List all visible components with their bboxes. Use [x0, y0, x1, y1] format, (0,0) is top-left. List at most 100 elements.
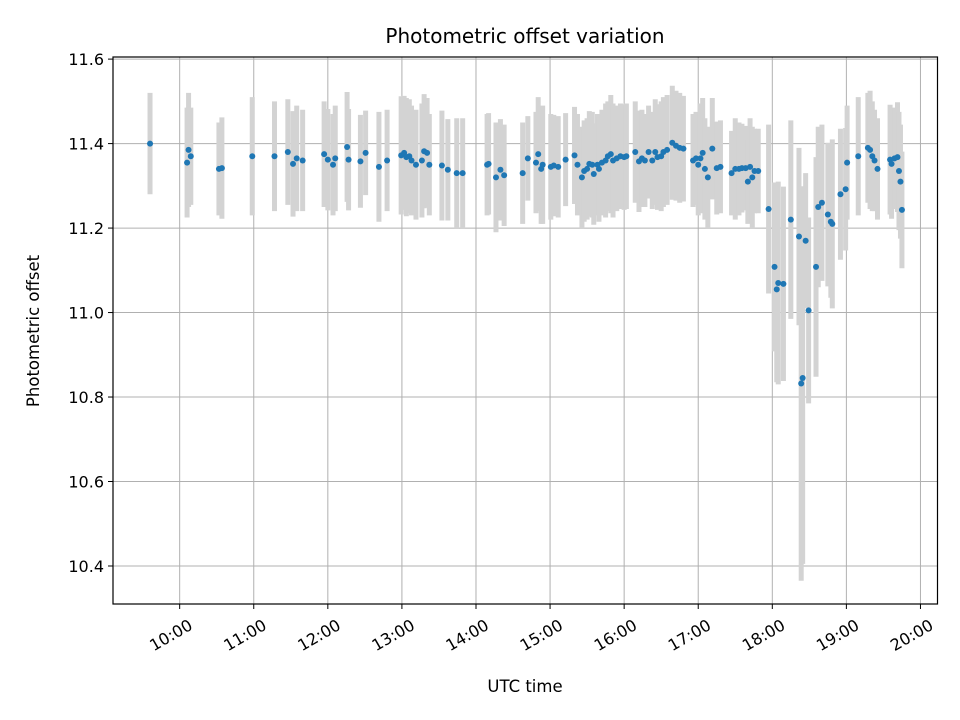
x-tick-label: 10:00: [146, 615, 195, 655]
y-tick-label: 11.4: [68, 135, 104, 154]
x-tick-label: 14:00: [443, 615, 492, 655]
data-point: [799, 375, 806, 382]
data-point: [492, 174, 499, 181]
data-point: [798, 380, 805, 387]
data-point: [497, 166, 504, 173]
data-point: [709, 145, 716, 152]
data-point: [539, 161, 546, 168]
data-point: [249, 153, 256, 160]
data-point: [824, 211, 831, 218]
data-point: [519, 170, 526, 177]
data-point: [773, 286, 780, 293]
data-point: [424, 149, 431, 156]
y-tick-label: 10.6: [68, 473, 104, 492]
data-point: [842, 186, 849, 193]
chart-title: Photometric offset variation: [385, 24, 664, 48]
data-point: [555, 163, 562, 170]
data-point: [895, 168, 902, 175]
data-point: [795, 233, 802, 240]
data-point: [578, 174, 585, 181]
data-point: [787, 216, 794, 223]
y-axis-label: Photometric offset: [24, 254, 43, 407]
data-point: [321, 151, 328, 158]
data-point: [765, 206, 772, 213]
data-point: [815, 203, 822, 210]
x-tick-label: 15:00: [517, 615, 566, 655]
data-point: [362, 149, 369, 156]
data-point: [802, 237, 809, 244]
data-point: [697, 155, 704, 162]
y-tick-label: 11.2: [68, 219, 104, 238]
data-point: [898, 206, 905, 213]
data-point: [590, 171, 597, 178]
data-point: [418, 157, 425, 164]
data-point: [829, 220, 836, 227]
data-point: [375, 163, 382, 170]
data-point: [459, 170, 466, 177]
data-point: [632, 149, 639, 156]
data-point: [344, 143, 351, 150]
data-point: [290, 160, 297, 167]
data-point: [535, 151, 542, 158]
data-point: [744, 178, 751, 185]
x-tick-label: 17:00: [665, 615, 714, 655]
data-point: [844, 159, 851, 166]
data-point: [701, 165, 708, 172]
data-point: [871, 157, 878, 164]
data-point: [532, 159, 539, 166]
data-point: [775, 279, 782, 286]
x-tick-label: 16:00: [591, 615, 640, 655]
x-axis-label: UTC time: [487, 677, 562, 696]
data-point: [595, 165, 602, 172]
data-point: [187, 153, 194, 160]
data-point: [453, 170, 460, 177]
data-point: [649, 157, 656, 164]
data-point: [874, 165, 881, 172]
data-point: [345, 156, 352, 163]
y-tick-label: 10.4: [68, 557, 104, 576]
data-point: [584, 165, 591, 172]
x-tick-label: 12:00: [294, 615, 343, 655]
data-point: [444, 166, 451, 173]
data-point: [271, 153, 278, 160]
data-point: [755, 168, 762, 175]
data-point: [607, 151, 614, 158]
x-tick-label: 18:00: [739, 615, 788, 655]
data-point: [680, 145, 687, 152]
data-point: [771, 263, 778, 270]
data-point: [562, 156, 569, 163]
data-point: [717, 163, 724, 170]
data-point: [571, 152, 578, 159]
data-point: [438, 162, 445, 169]
data-point: [749, 174, 756, 181]
plot-frame: [112, 56, 939, 605]
data-point: [699, 149, 706, 156]
data-point: [324, 156, 331, 163]
data-point: [664, 146, 671, 153]
x-tick-label: 20:00: [887, 615, 936, 655]
data-point: [888, 160, 895, 167]
y-tick-label: 11.0: [68, 304, 104, 323]
data-point: [185, 146, 192, 153]
data-point: [485, 160, 492, 167]
x-tick-label: 13:00: [368, 615, 417, 655]
data-point: [408, 157, 415, 164]
data-point: [332, 155, 339, 162]
data-point: [641, 157, 648, 164]
data-point: [652, 149, 659, 156]
data-point: [574, 161, 581, 168]
data-point: [426, 161, 433, 168]
data-point: [645, 149, 652, 156]
data-point: [693, 155, 700, 162]
data-point: [330, 161, 337, 168]
data-point: [299, 157, 306, 164]
data-point: [855, 153, 862, 160]
data-point: [184, 159, 191, 166]
data-point: [805, 307, 812, 314]
data-point: [524, 155, 531, 162]
x-tick-label: 19:00: [813, 615, 862, 655]
data-point: [284, 149, 291, 156]
data-point: [837, 191, 844, 198]
data-point: [867, 146, 874, 153]
data-point: [728, 170, 735, 177]
